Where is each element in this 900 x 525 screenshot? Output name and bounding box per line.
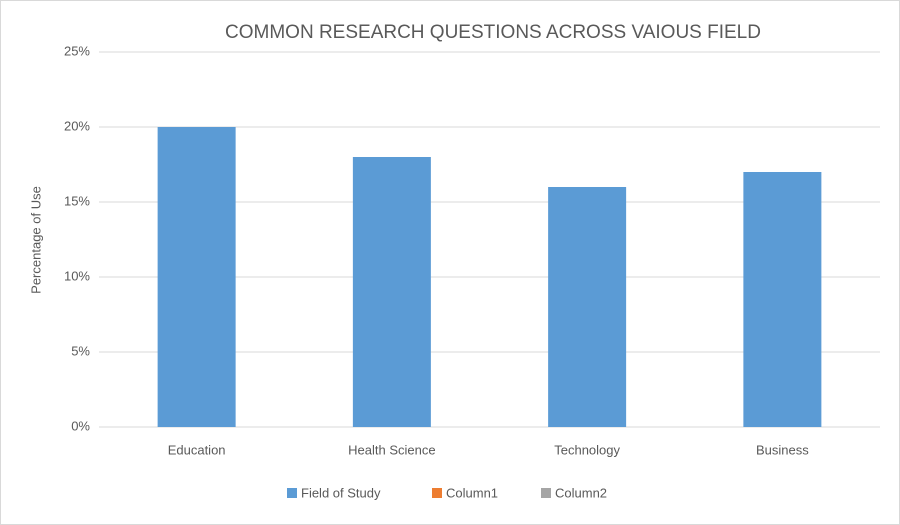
- y-tick-label: 25%: [64, 43, 90, 58]
- y-tick-label: 20%: [64, 118, 90, 133]
- bar: [743, 172, 822, 427]
- bar: [548, 187, 627, 427]
- bar: [157, 127, 236, 427]
- x-tick-label: Technology: [554, 442, 620, 457]
- x-tick-label: Health Science: [348, 442, 435, 457]
- bar: [352, 157, 431, 427]
- y-tick-label: 5%: [71, 343, 90, 358]
- legend-swatch: [432, 488, 442, 498]
- y-tick-label: 15%: [64, 193, 90, 208]
- legend-label: Column2: [555, 485, 607, 500]
- x-tick-label: Education: [168, 442, 226, 457]
- chart-title: COMMON RESEARCH QUESTIONS ACROSS VAIOUS …: [225, 22, 761, 43]
- legend-label: Column1: [446, 485, 498, 500]
- y-tick-label: 10%: [64, 268, 90, 283]
- legend-swatch: [287, 488, 297, 498]
- legend-label: Field of Study: [301, 485, 381, 500]
- y-axis-title: Percentage of Use: [28, 186, 43, 294]
- legend-swatch: [541, 488, 551, 498]
- y-tick-label: 0%: [71, 418, 90, 433]
- x-tick-label: Business: [756, 442, 809, 457]
